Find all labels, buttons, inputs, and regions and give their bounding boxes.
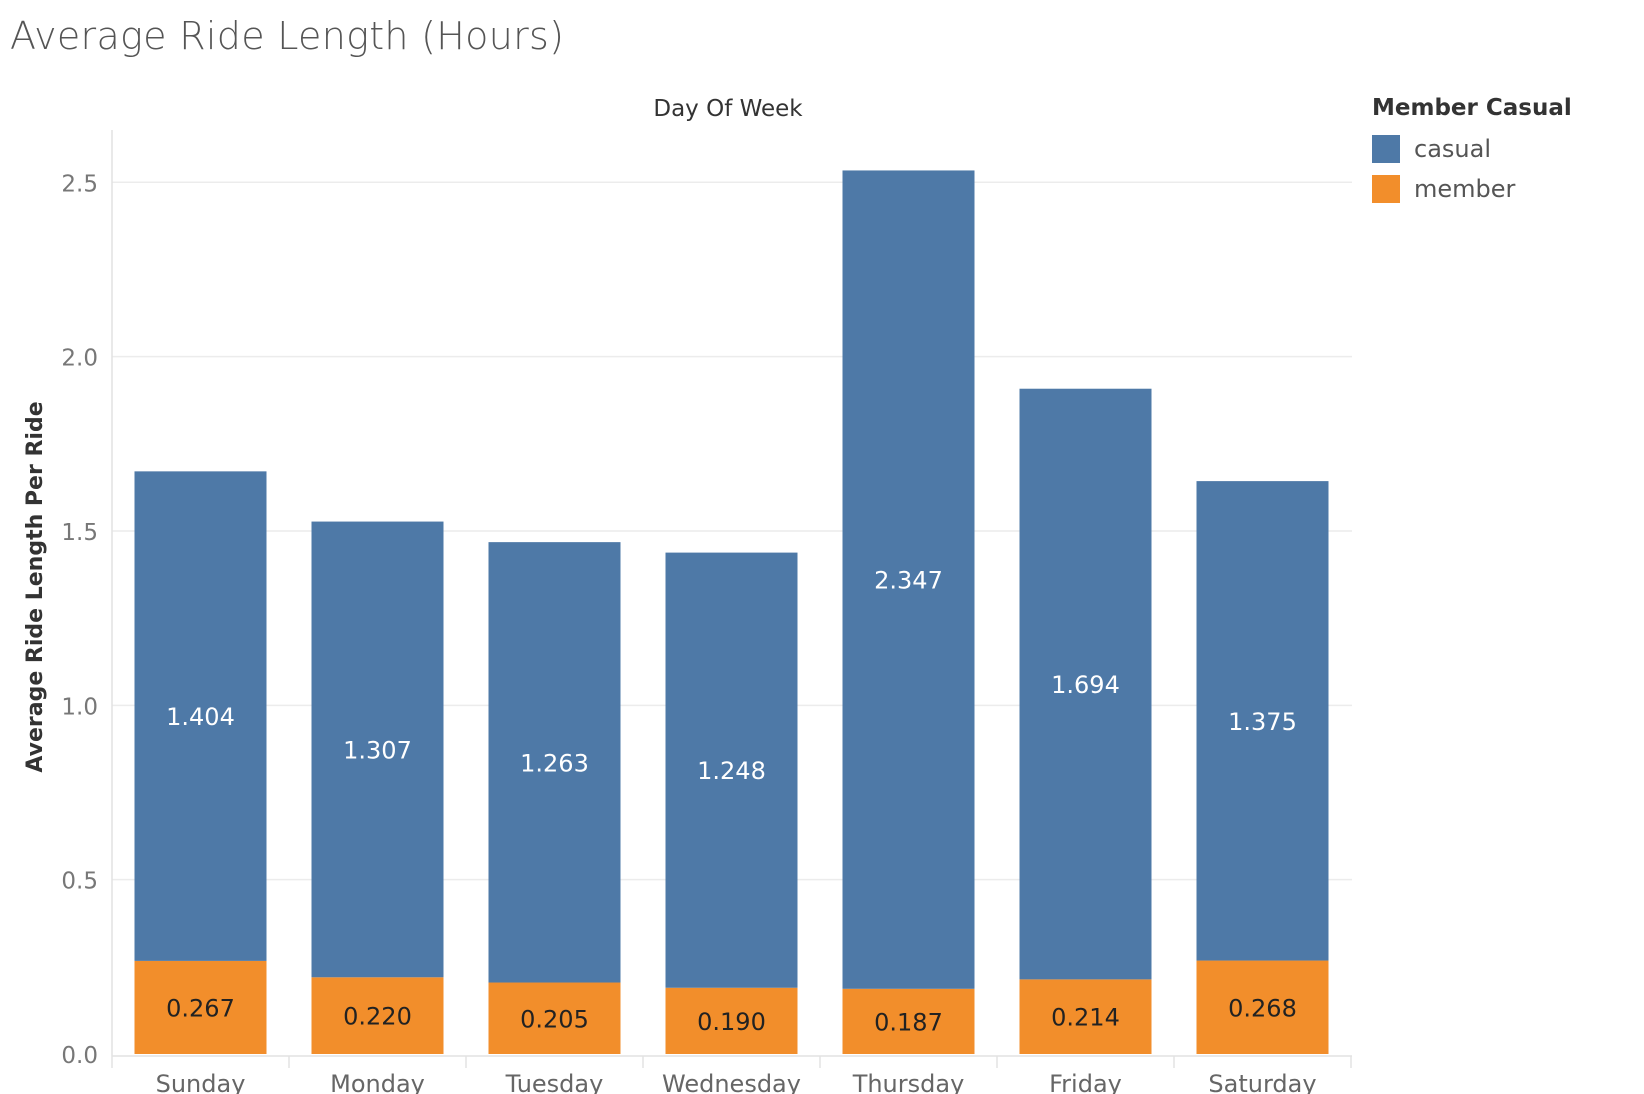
bar-casual-sunday [134, 471, 267, 961]
data-labels: 0.267 1.404 0.220 1.307 0.205 1.263 0.190 1.248… [166, 567, 1297, 1037]
data-label-casual: 1.307 [343, 736, 412, 764]
x-tick-label: Wednesday [662, 1070, 801, 1094]
legend-title: Member Casual [1372, 95, 1572, 121]
data-label-casual: 2.347 [874, 567, 943, 595]
bar-casual-thursday [842, 170, 975, 989]
x-tick-label: Saturday [1208, 1070, 1316, 1094]
x-tick-label: Tuesday [505, 1070, 604, 1094]
chart-title: Average Ride Length (Hours) [10, 14, 565, 58]
bar-member-thursday [842, 988, 975, 1054]
x-tick-label: Sunday [156, 1070, 246, 1094]
axes: 0.0 0.5 1.0 1.5 2.0 2.5 Sunday Monday Tuesday Wed… [61, 130, 1352, 1094]
legend-item-casual[interactable]: casual [1372, 129, 1572, 169]
data-label-casual: 1.694 [1051, 671, 1120, 699]
y-tick-label: 1.5 [61, 520, 98, 546]
legend-swatch-member [1372, 175, 1400, 203]
data-label-casual: 1.404 [166, 703, 235, 731]
bar-member-friday [1019, 979, 1152, 1054]
data-label-member: 0.187 [874, 1008, 943, 1036]
data-label-member: 0.214 [1051, 1004, 1120, 1032]
bar-member-wednesday [665, 987, 798, 1054]
bar-member-monday [311, 977, 444, 1054]
y-tick-label: 0.0 [61, 1043, 98, 1069]
data-label-casual: 1.248 [697, 757, 766, 785]
bar-casual-wednesday [665, 552, 798, 988]
bar-member-sunday [134, 960, 267, 1054]
bar-member-tuesday [488, 982, 621, 1054]
x-tick-label: Friday [1049, 1070, 1122, 1094]
bar-casual-monday [311, 521, 444, 978]
data-label-member: 0.205 [520, 1005, 589, 1033]
bar-member-saturday [1196, 960, 1329, 1054]
legend-item-member[interactable]: member [1372, 169, 1572, 209]
data-label-casual: 1.263 [520, 749, 589, 777]
x-axis-title: Day Of Week [653, 96, 803, 122]
y-tick-label: 2.5 [61, 171, 98, 197]
x-tick-label: Thursday [852, 1070, 965, 1094]
bars [134, 170, 1329, 1054]
bar-casual-tuesday [488, 542, 621, 983]
y-tick-label: 1.0 [61, 694, 98, 720]
y-axis-title: Average Ride Length Per Ride [23, 401, 48, 772]
data-label-member: 0.268 [1228, 994, 1297, 1022]
data-label-member: 0.190 [697, 1008, 766, 1036]
y-tick-label: 2.0 [61, 346, 98, 372]
bar-casual-saturday [1196, 481, 1329, 961]
data-label-member: 0.267 [166, 994, 235, 1022]
data-label-casual: 1.375 [1228, 708, 1297, 736]
x-tick-label: Monday [330, 1070, 425, 1094]
y-tick-label: 0.5 [61, 869, 98, 895]
legend-swatch-casual [1372, 135, 1400, 163]
legend: Member Casual casual member [1372, 95, 1572, 209]
legend-label: casual [1414, 135, 1491, 163]
data-label-member: 0.220 [343, 1003, 412, 1031]
legend-label: member [1414, 175, 1516, 203]
bar-casual-friday [1019, 388, 1152, 980]
